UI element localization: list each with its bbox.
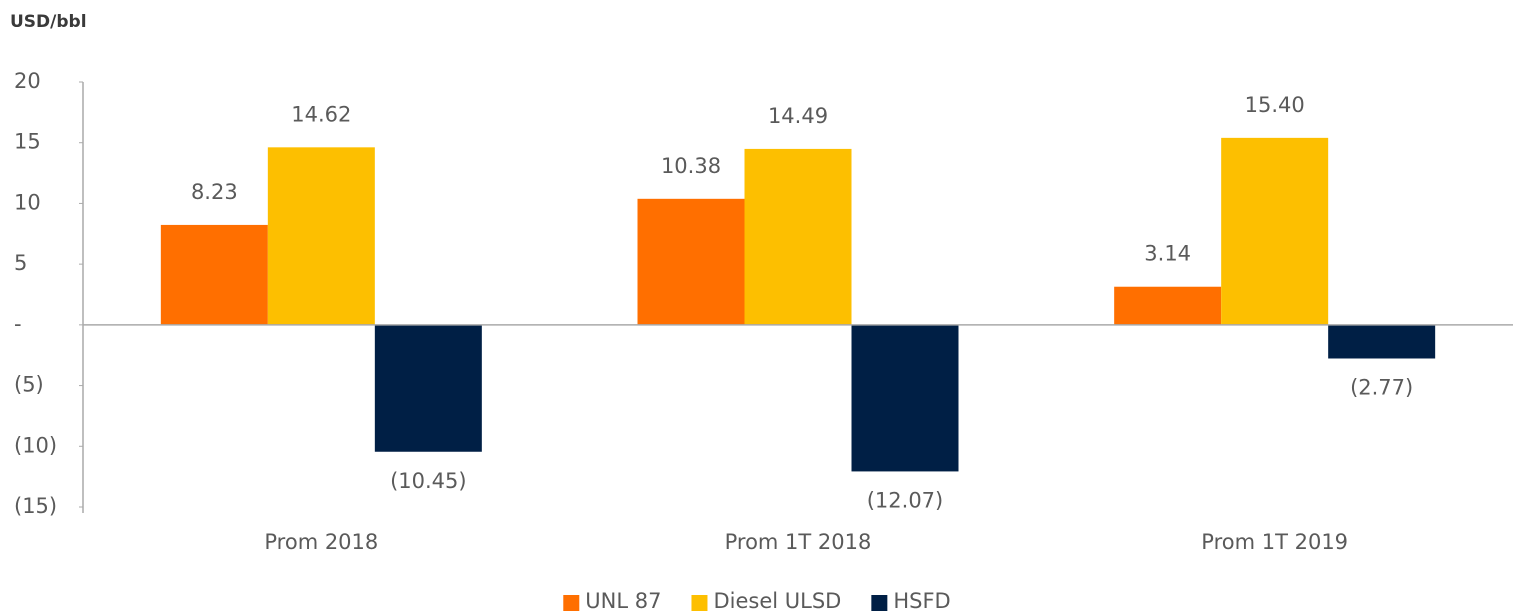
legend-swatch bbox=[563, 595, 580, 611]
bar bbox=[1114, 286, 1222, 325]
data-label: (2.77) bbox=[1350, 375, 1413, 399]
bar bbox=[744, 148, 852, 325]
data-label: 3.14 bbox=[1144, 242, 1191, 266]
data-label: 15.40 bbox=[1245, 93, 1305, 117]
legend-label: UNL 87 bbox=[585, 589, 661, 613]
y-tick-label: (15) bbox=[14, 494, 57, 518]
data-label: 10.38 bbox=[661, 154, 721, 178]
legend-swatch bbox=[691, 595, 708, 611]
legend-label: HSFD bbox=[893, 589, 950, 613]
bar bbox=[160, 224, 268, 325]
y-tick-label: - bbox=[14, 312, 22, 336]
legend-swatch bbox=[871, 595, 888, 611]
y-tick-label: 5 bbox=[14, 251, 27, 275]
y-tick-label: 10 bbox=[14, 190, 41, 214]
bar bbox=[637, 198, 745, 325]
data-label: 8.23 bbox=[191, 180, 238, 204]
bar bbox=[374, 324, 482, 452]
bar bbox=[1328, 324, 1436, 359]
y-tick-label: (10) bbox=[14, 433, 57, 457]
data-label: 14.62 bbox=[291, 102, 351, 126]
bar bbox=[267, 147, 375, 325]
bar bbox=[851, 324, 959, 472]
y-axis-label: USD/bbl bbox=[10, 12, 87, 32]
data-label: (12.07) bbox=[867, 488, 944, 512]
y-tick-label: 15 bbox=[14, 130, 41, 154]
y-tick-label: (5) bbox=[14, 373, 44, 397]
legend-label: Diesel ULSD bbox=[713, 589, 841, 613]
y-tick-label: 20 bbox=[14, 69, 41, 93]
x-tick-label: Prom 1T 2018 bbox=[725, 530, 872, 554]
bar bbox=[1221, 137, 1329, 325]
data-label: (10.45) bbox=[390, 469, 467, 493]
x-tick-label: Prom 2018 bbox=[264, 530, 378, 554]
x-tick-label: Prom 1T 2019 bbox=[1201, 530, 1348, 554]
data-label: 14.49 bbox=[768, 104, 828, 128]
